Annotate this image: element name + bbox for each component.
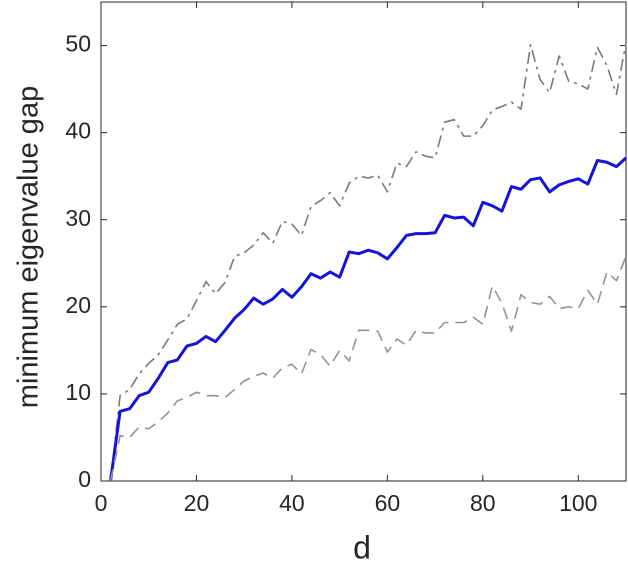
y-tick-label: 30 bbox=[65, 205, 91, 231]
y-tick-label: 40 bbox=[65, 118, 91, 144]
y-tick-label: 0 bbox=[78, 466, 91, 492]
x-tick-label: 0 bbox=[95, 490, 108, 516]
y-tick-label: 10 bbox=[65, 379, 91, 405]
data-line bbox=[109, 42, 627, 482]
x-tick-label: 60 bbox=[375, 490, 401, 516]
x-tick-label: 40 bbox=[279, 490, 305, 516]
y-axis-label: minimum eigenvalue gap bbox=[13, 86, 45, 408]
x-axis-label: d bbox=[353, 529, 371, 565]
data-line bbox=[109, 156, 628, 482]
y-tick-label: 20 bbox=[65, 292, 91, 318]
y-tick-label: 50 bbox=[65, 31, 91, 57]
x-tick-label: 100 bbox=[559, 490, 597, 516]
data-line bbox=[109, 256, 627, 482]
x-tick-label: 20 bbox=[184, 490, 210, 516]
x-tick-label: 80 bbox=[470, 490, 496, 516]
plot-area bbox=[100, 1, 627, 482]
